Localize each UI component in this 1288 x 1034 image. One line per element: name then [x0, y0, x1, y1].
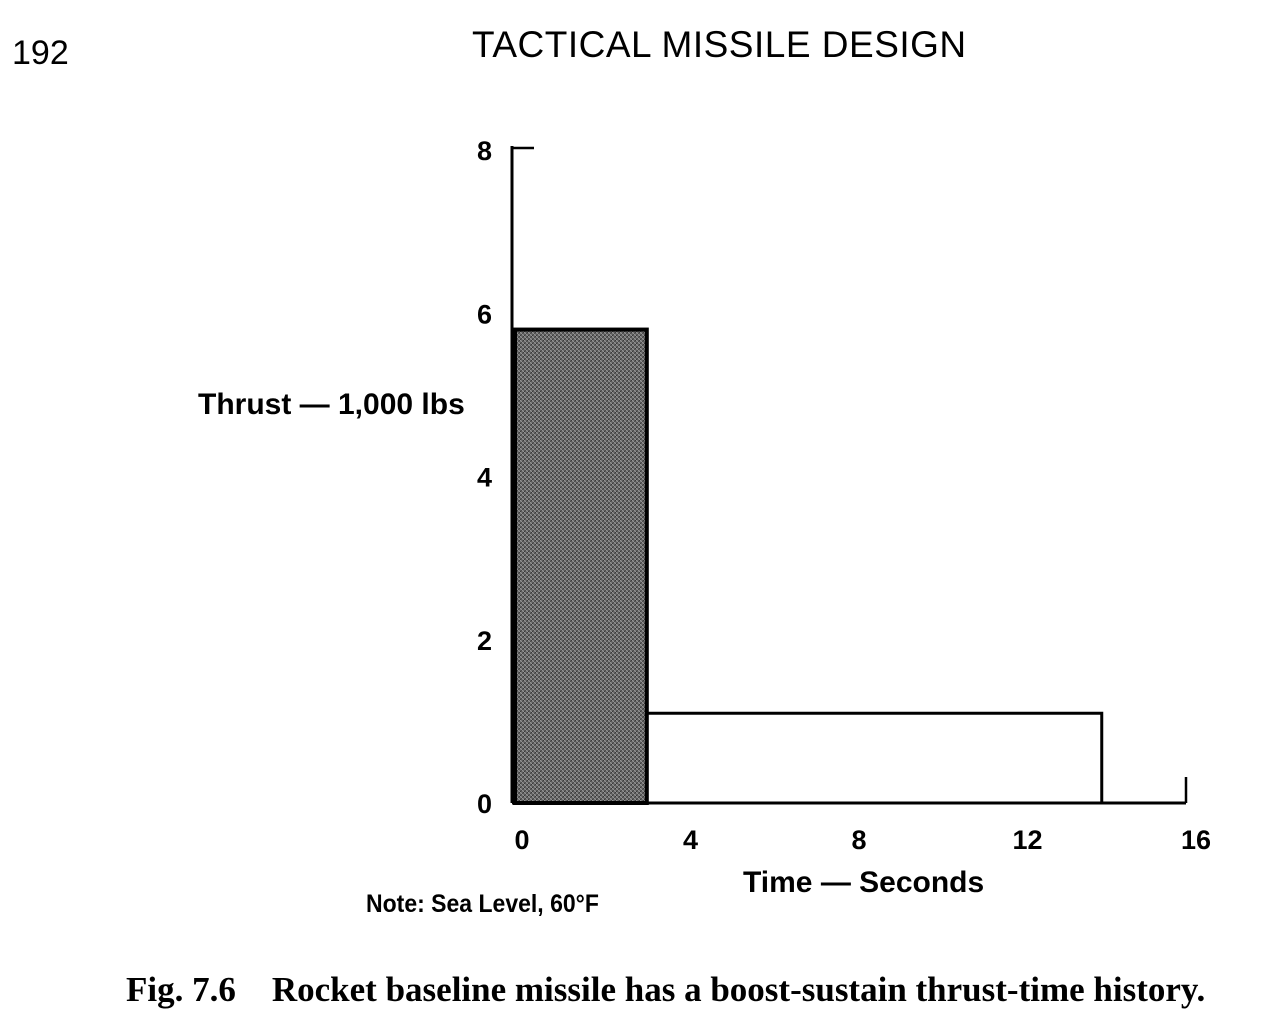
- x-tick-label: 8: [851, 825, 866, 855]
- y-tick-label: 6: [477, 299, 492, 329]
- y-tick-labels: 0 2 4 6 8: [477, 136, 492, 819]
- x-tick-label: 12: [1012, 825, 1042, 855]
- y-tick-label: 2: [477, 626, 492, 656]
- figure-caption: Fig. 7.6 Rocket baseline missile has a bo…: [126, 970, 1205, 1010]
- x-tick-labels: 0 4 8 12 16: [514, 825, 1211, 855]
- caption-text: Rocket baseline missile has a boost-sust…: [271, 970, 1206, 1009]
- page-number: 192: [12, 34, 69, 72]
- y-tick-label: 4: [477, 463, 492, 493]
- running-head: TACTICAL MISSILE DESIGN: [472, 24, 967, 65]
- y-tick-label: 0: [477, 789, 492, 819]
- y-axis-title: Thrust — 1,000 lbs: [198, 388, 465, 421]
- chart-note: Note: Sea Level, 60°F: [366, 890, 599, 918]
- x-tick-label: 16: [1181, 825, 1211, 855]
- x-axis-title: Time — Seconds: [743, 866, 984, 899]
- thrust-profile: [513, 327, 1104, 805]
- x-tick-label: 0: [514, 825, 529, 855]
- boost-phase-bar: [513, 327, 649, 805]
- sustain-phase-outline: [646, 711, 1104, 803]
- x-tick-label: 4: [683, 825, 698, 855]
- y-tick-label: 8: [477, 136, 492, 166]
- figure-number: Fig. 7.6: [126, 970, 236, 1009]
